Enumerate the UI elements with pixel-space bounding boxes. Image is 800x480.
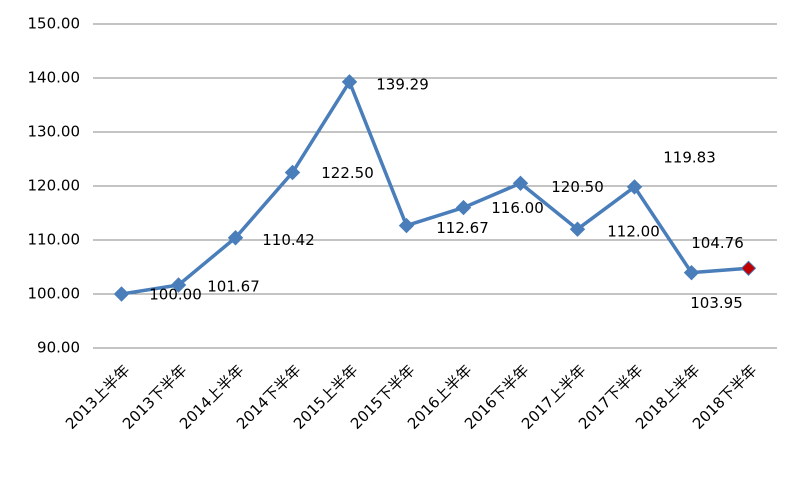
y-tick-label: 130.00 (28, 123, 81, 141)
data-label: 122.50 (321, 164, 374, 182)
marker (341, 74, 358, 90)
marker (740, 260, 757, 277)
marker (455, 199, 472, 216)
marker (284, 164, 301, 181)
y-tick-label: 110.00 (28, 231, 81, 249)
marker (398, 217, 415, 234)
data-label: 101.67 (207, 277, 260, 295)
data-label: 112.67 (436, 219, 489, 237)
y-tick-label: 100.00 (28, 285, 81, 303)
marker (113, 286, 130, 302)
data-label: 120.50 (551, 178, 604, 196)
marker (512, 175, 529, 192)
marker (683, 264, 700, 281)
y-tick-label: 90.00 (37, 339, 80, 357)
y-tick-label: 150.00 (28, 15, 81, 33)
marker (170, 277, 187, 293)
line (121, 80, 749, 296)
data-label: 103.95 (690, 294, 743, 312)
data-label: 110.42 (262, 231, 315, 249)
marker (626, 179, 643, 195)
data-label: 119.83 (663, 148, 716, 166)
y-tick-label: 120.00 (28, 177, 81, 195)
data-label: 112.00 (607, 223, 660, 241)
data-label: 116.00 (491, 199, 544, 217)
y-tick-label: 140.00 (28, 69, 81, 87)
data-label: 104.76 (691, 234, 744, 252)
data-label: 139.29 (376, 75, 429, 93)
marker (227, 230, 244, 246)
data-label: 100.00 (149, 286, 202, 304)
marker (569, 221, 586, 237)
